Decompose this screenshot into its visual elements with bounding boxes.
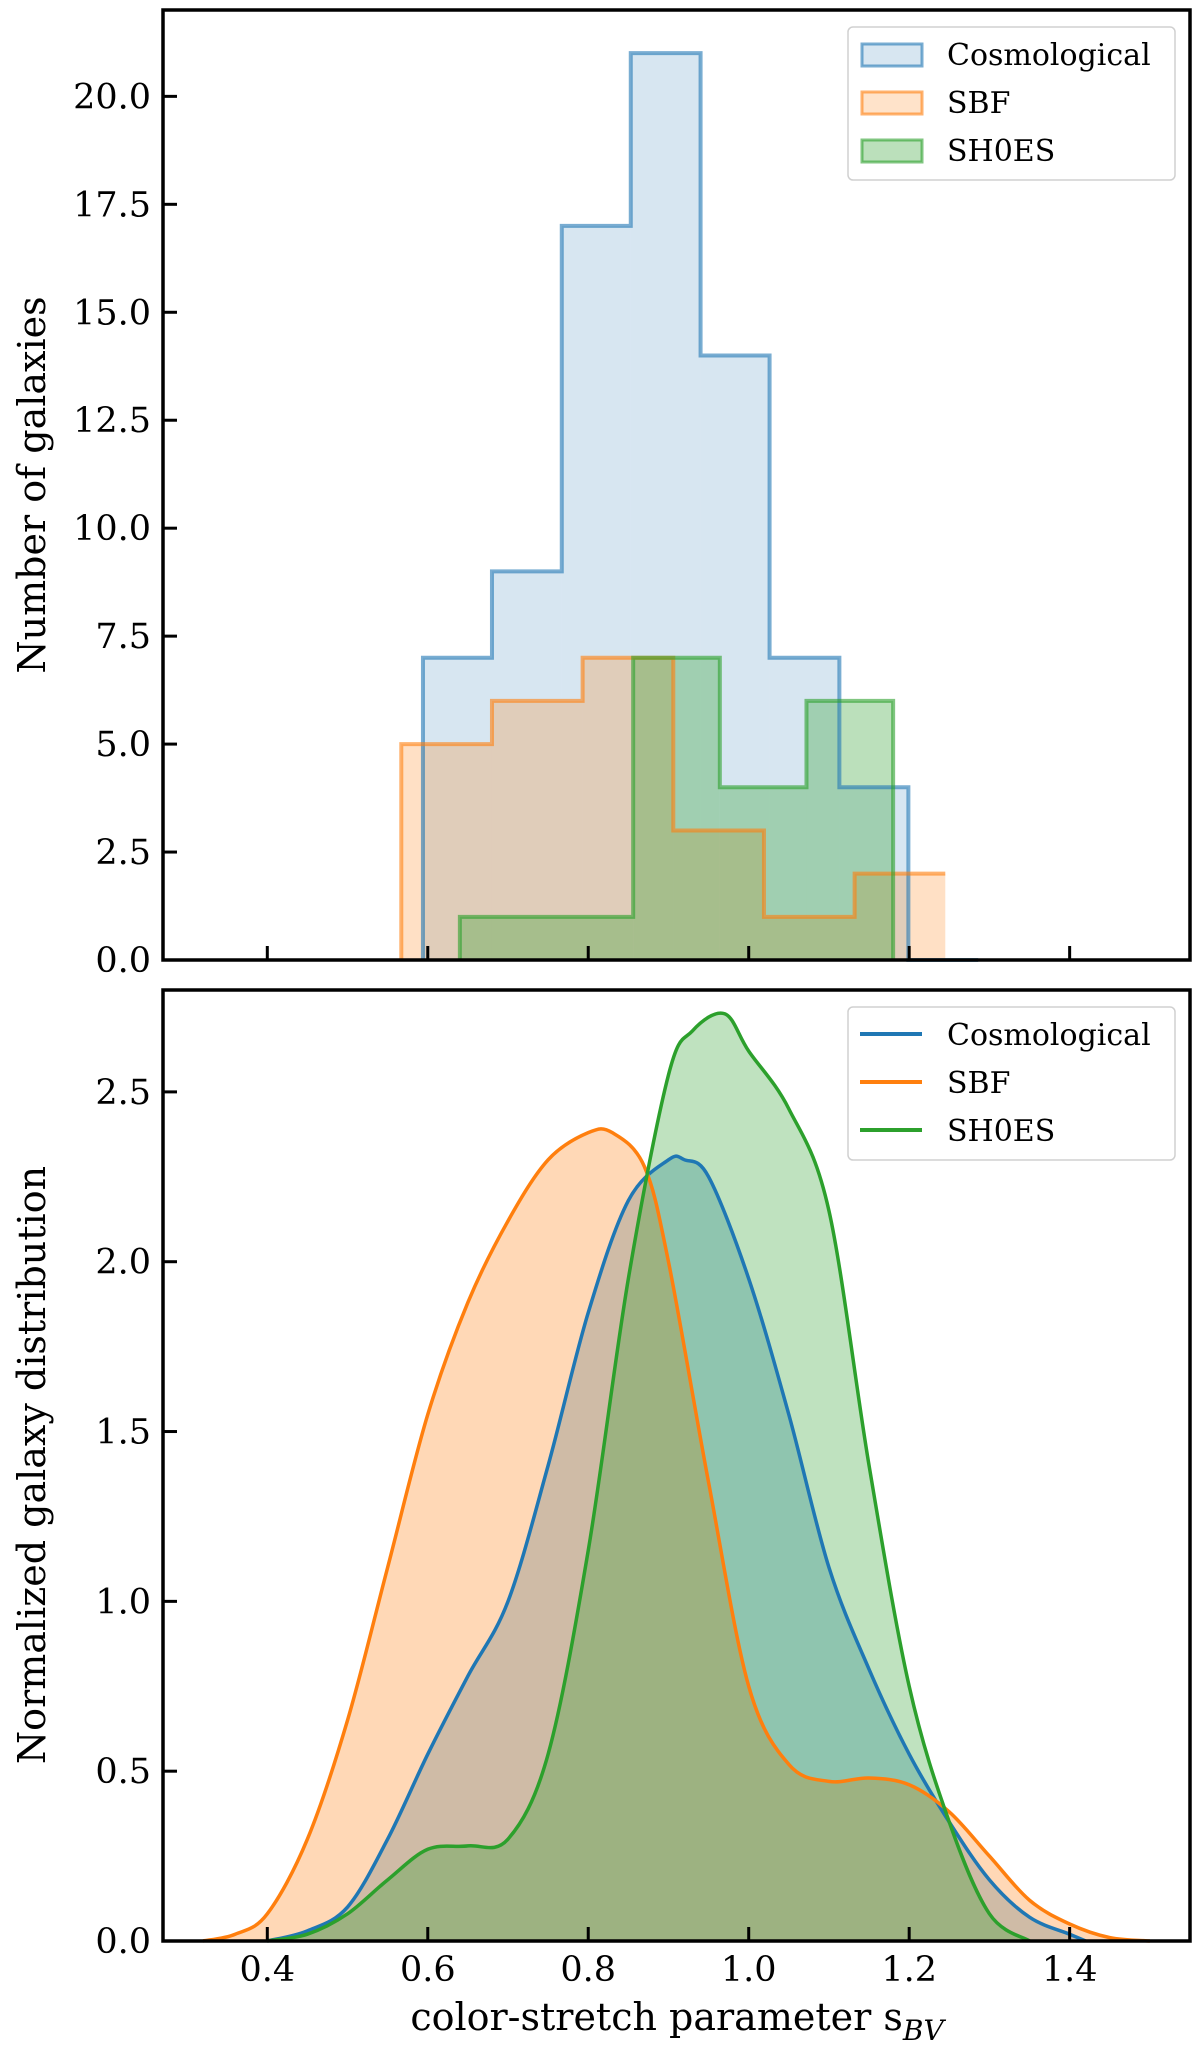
x-tick-label: 0.6 — [400, 1950, 456, 1990]
legend-label-sh0es: SH0ES — [947, 134, 1055, 169]
y-tick-label: 1.0 — [95, 1582, 151, 1622]
hist-bar-sh0es — [546, 916, 634, 960]
y-tick-label: 7.5 — [95, 617, 151, 657]
x-tick-label: 1.2 — [881, 1950, 937, 1990]
legend-label-sbf: SBF — [947, 1066, 1010, 1101]
kde-line-sh0es — [267, 1011, 1031, 1943]
y-tick-label: 17.5 — [73, 185, 151, 225]
y-tick-label: 5.0 — [95, 725, 151, 765]
kde-panel: 0.0 0.5 1.0 1.5 2.0 2.5 0.4 0.6 0.8 1.0 1.2 1.4 No… — [10, 988, 1192, 2047]
legend-patch-cosmological — [860, 42, 924, 68]
hist-bar-sbf — [854, 873, 946, 960]
x-tick-label: 1.0 — [721, 1950, 777, 1990]
histogram-x-axis — [265, 946, 1072, 960]
hist-bar-cosmological — [491, 571, 562, 960]
legend-label-sbf: SBF — [947, 86, 1010, 121]
legend-patch-sh0es — [860, 138, 924, 164]
y-tick-label: 15.0 — [73, 293, 151, 333]
kde-line-sbf — [202, 1127, 1151, 1943]
y-tick-label: 2.5 — [95, 1073, 151, 1113]
histogram-panel: 0.0 2.5 5.0 7.5 10.0 12.5 15.0 17.5 20.0 Number … — [10, 8, 1192, 981]
hist-bar-cosmological — [561, 225, 631, 961]
kde-x-axis-label: color-stretch parameter sBV — [410, 1995, 946, 2047]
hist-bar-sh0es — [459, 916, 547, 960]
histogram-plot-area — [399, 51, 979, 962]
hist-outline-cosmological — [420, 51, 979, 962]
kde-fill-cosmological — [267, 1156, 1086, 1941]
y-tick-label: 2.5 — [95, 833, 151, 873]
hist-bar-cosmological — [422, 657, 492, 960]
y-tick-label: 0.5 — [95, 1752, 151, 1792]
hist-bar-sh0es — [633, 657, 720, 960]
hist-bar-sbf — [582, 657, 674, 960]
y-tick-label: 10.0 — [73, 509, 151, 549]
hist-bar-sbf — [673, 830, 764, 960]
hist-outline-sh0es — [457, 655, 896, 960]
y-tick-label: 20.0 — [73, 77, 151, 117]
hist-bar-sbf — [401, 744, 492, 960]
kde-fill-sh0es — [267, 1013, 1030, 1941]
legend-label-cosmological: Cosmological — [947, 1018, 1151, 1053]
kde-y-axis: 0.0 0.5 1.0 1.5 2.0 2.5 — [95, 1073, 177, 1962]
x-tick-label: 0.4 — [239, 1950, 295, 1990]
y-tick-label: 2.0 — [95, 1243, 151, 1283]
kde-x-axis-label-main: color-stretch parameter s — [410, 1995, 903, 2039]
histogram-y-axis-label: Number of galaxies — [10, 296, 54, 673]
kde-line-cosmological — [266, 1154, 1087, 1943]
histogram-legend: Cosmological SBF SH0ES — [847, 26, 1176, 181]
kde-x-axis-label-subscript: BV — [902, 2014, 947, 2047]
x-tick-label: 1.4 — [1042, 1950, 1098, 1990]
kde-y-axis-label: Normalized galaxy distribution — [10, 1166, 54, 1764]
hist-bar-sh0es — [806, 700, 894, 960]
kde-fill-sbf — [203, 1128, 1150, 1941]
y-tick-label: 0.0 — [95, 1922, 151, 1962]
hist-bar-cosmological — [769, 657, 840, 960]
histogram-y-axis: 0.0 2.5 5.0 7.5 10.0 12.5 15.0 17.5 20.0 — [73, 77, 177, 981]
hist-bar-cosmological — [630, 53, 701, 960]
kde-legend-box — [847, 1006, 1176, 1161]
hist-bar-sbf — [763, 916, 855, 960]
y-tick-label: 0.0 — [95, 941, 151, 981]
legend-label-cosmological: Cosmological — [947, 38, 1151, 73]
legend-patch-sbf — [860, 90, 924, 116]
histogram-legend-box — [847, 26, 1176, 181]
legend-label-sh0es: SH0ES — [947, 1114, 1055, 1149]
kde-x-axis: 0.4 0.6 0.8 1.0 1.2 1.4 — [239, 1927, 1097, 1990]
y-tick-label: 12.5 — [73, 401, 151, 441]
kde-legend: Cosmological SBF SH0ES — [847, 1006, 1176, 1161]
kde-frame — [161, 988, 1192, 1943]
y-tick-label: 1.5 — [95, 1413, 151, 1453]
x-tick-label: 0.8 — [560, 1950, 616, 1990]
histogram-frame — [161, 8, 1192, 962]
kde-plot-area — [202, 1011, 1151, 1943]
